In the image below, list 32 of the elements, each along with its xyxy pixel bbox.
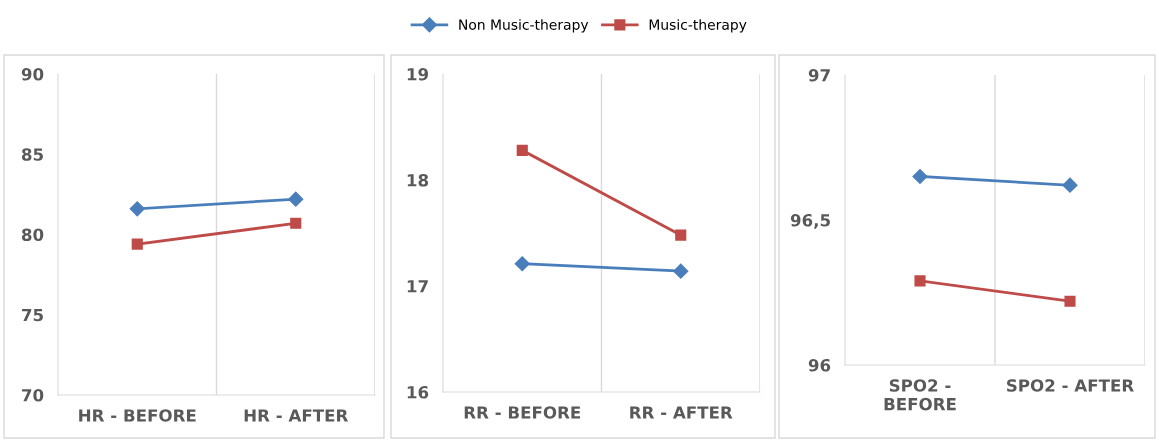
point bbox=[914, 275, 926, 287]
x-tick-label: RR - AFTER bbox=[630, 406, 733, 419]
point bbox=[290, 217, 302, 229]
point bbox=[1064, 295, 1076, 307]
y-tick-label: 97 bbox=[808, 68, 830, 82]
x-tick-label: HR - BEFORE bbox=[79, 409, 196, 422]
legend-label: Non Music-therapy bbox=[459, 19, 589, 33]
x-tick-label: SPO2 - BEFORE bbox=[884, 379, 956, 411]
point bbox=[288, 191, 304, 207]
y-tick-label: 96,5 bbox=[790, 213, 830, 229]
y-tick-label: 19 bbox=[407, 67, 429, 81]
point bbox=[675, 229, 687, 241]
point bbox=[673, 263, 689, 279]
point bbox=[1062, 177, 1078, 193]
point bbox=[514, 256, 530, 272]
y-tick-label: 17 bbox=[407, 280, 428, 293]
y-tick-label: 75 bbox=[22, 308, 43, 322]
point bbox=[131, 238, 143, 250]
y-tick-label: 80 bbox=[21, 228, 44, 242]
x-tick-label: HR - AFTER bbox=[244, 409, 348, 422]
point bbox=[129, 201, 145, 217]
y-tick-label: 70 bbox=[22, 388, 44, 402]
x-tick-label: SPO2 - AFTER bbox=[1007, 379, 1134, 392]
y-tick-label: 16 bbox=[407, 385, 429, 399]
y-tick-label: 90 bbox=[21, 67, 44, 81]
y-tick-label: 18 bbox=[407, 173, 429, 187]
y-tick-label: 96 bbox=[808, 358, 831, 372]
y-tick-label: 85 bbox=[21, 148, 43, 161]
x-tick-label: RR - BEFORE bbox=[464, 406, 581, 419]
legend-label: Music-therapy bbox=[649, 19, 747, 33]
point bbox=[912, 168, 928, 185]
point bbox=[516, 144, 528, 156]
